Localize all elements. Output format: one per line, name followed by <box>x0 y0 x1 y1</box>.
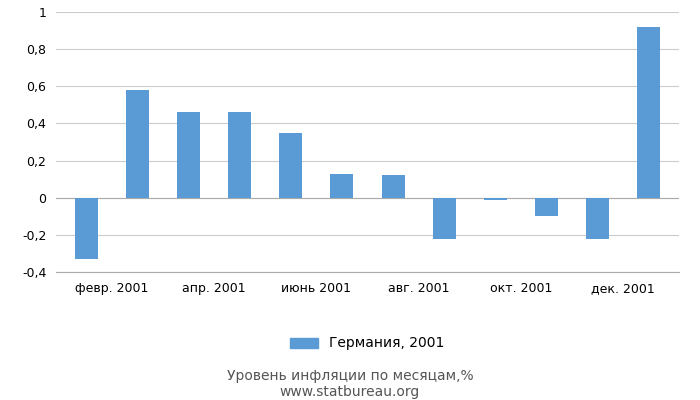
Bar <box>484 198 507 200</box>
Bar <box>228 112 251 198</box>
Bar <box>75 198 98 259</box>
Bar <box>433 198 456 238</box>
Bar <box>126 90 149 198</box>
Bar <box>330 174 354 198</box>
Bar <box>279 133 302 198</box>
Bar <box>177 112 200 198</box>
Bar <box>382 176 405 198</box>
Bar <box>535 198 558 216</box>
Bar <box>637 27 660 198</box>
Legend: Германия, 2001: Германия, 2001 <box>285 331 450 356</box>
Text: Уровень инфляции по месяцам,%
www.statbureau.org: Уровень инфляции по месяцам,% www.statbu… <box>227 369 473 399</box>
Bar <box>586 198 609 238</box>
